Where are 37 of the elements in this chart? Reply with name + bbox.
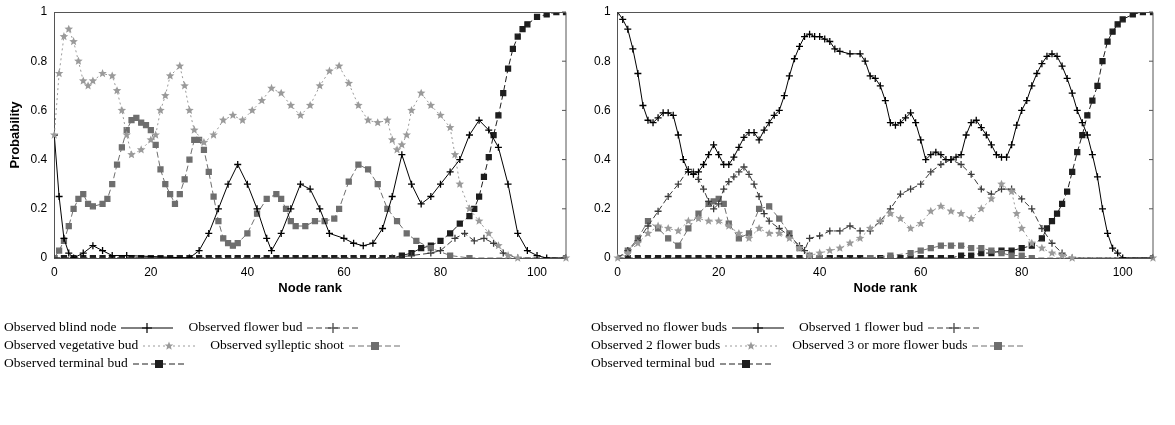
y-tick-label: 0: [603, 250, 611, 265]
y-tick-label: 1: [603, 4, 611, 19]
y-tick-label: 0.8: [593, 53, 611, 68]
x-tick-label: 40: [813, 264, 827, 279]
legend-label: Observed 1 flower bud: [799, 319, 924, 334]
y-tick-label: 0.6: [593, 102, 611, 117]
legend-label: Observed blind node: [4, 319, 117, 334]
x-tick-label: 0: [50, 264, 58, 279]
x-tick-label: 60: [337, 264, 351, 279]
legend-label: Observed sylleptic shoot: [210, 337, 344, 352]
x-tick-label: 100: [527, 264, 548, 279]
x-tick-label: 40: [240, 264, 255, 279]
x-axis-title: Node rank: [278, 279, 343, 295]
y-tick-label: 1: [40, 4, 48, 19]
y-tick-label: 0.4: [30, 151, 48, 166]
y-tick-label: 0.8: [30, 53, 48, 68]
legend-label: Observed 3 or more flower buds: [792, 337, 968, 352]
x-tick-label: 100: [1112, 264, 1134, 279]
x-tick-label: 80: [1015, 264, 1029, 279]
legend-label: Observed terminal bud: [4, 355, 128, 370]
x-tick-label: 60: [914, 264, 928, 279]
y-tick-label: 0.2: [30, 201, 48, 216]
y-axis-title: Probability: [7, 100, 23, 169]
legend-label: Observed 2 flower buds: [591, 337, 721, 352]
x-tick-label: 20: [144, 264, 158, 279]
x-axis-title: Node rank: [853, 279, 918, 295]
legend-label: Observed vegetative bud: [4, 337, 139, 352]
y-tick-label: 0: [40, 250, 48, 265]
x-tick-label: 0: [614, 264, 622, 279]
y-tick-label: 0.6: [30, 102, 48, 117]
legend-label: Observed terminal bud: [591, 355, 715, 370]
x-tick-label: 80: [433, 264, 448, 279]
legend-label: Observed flower bud: [188, 319, 303, 334]
y-tick-label: 0.2: [593, 201, 611, 216]
y-tick-label: 0.4: [593, 151, 611, 166]
legend-label: Observed no flower buds: [591, 319, 728, 334]
x-tick-label: 20: [712, 264, 726, 279]
